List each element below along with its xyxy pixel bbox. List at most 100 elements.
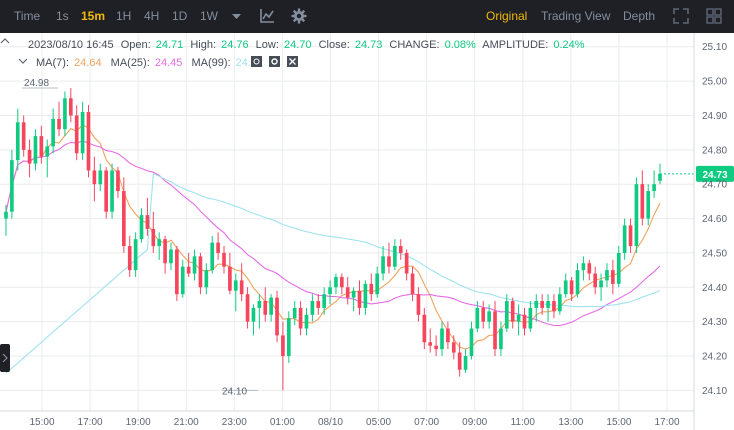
legend-high-value: 24.76 <box>221 39 249 51</box>
candle-up <box>440 328 444 350</box>
collapse-legend-icon[interactable] <box>0 38 10 44</box>
candle-down <box>587 263 592 274</box>
x-tick-label: 17:00 <box>78 417 103 428</box>
candle-up <box>4 211 8 219</box>
chart-type-depth[interactable]: Depth <box>623 9 656 23</box>
candle-down <box>569 280 574 295</box>
expand-arrow-icon[interactable] <box>2 353 8 363</box>
candle-up <box>563 280 568 295</box>
candle-down <box>416 294 421 315</box>
x-tick-label: 01:00 <box>270 417 295 428</box>
candlestick-chart[interactable]: 24.98 24.10 24.73 25.10 25.00 24.90 24.80 24.7… <box>0 33 734 430</box>
candle-up <box>616 252 621 284</box>
candle-up <box>581 263 586 271</box>
candle-up <box>634 184 639 247</box>
ma-settings-icon[interactable] <box>269 56 280 67</box>
ma-legend: MA(7): 24.64 MA(25): 24.45 MA(99): 24.42 <box>18 56 298 69</box>
x-tick-label: 21:00 <box>174 417 199 428</box>
time-label[interactable]: Time <box>14 9 41 23</box>
legend-low-value: 24.70 <box>284 39 312 51</box>
settings-icon[interactable] <box>291 8 307 24</box>
candle-up <box>499 328 503 350</box>
ma25-label: MA(25): <box>111 57 150 69</box>
legend-low-label: Low: <box>256 39 279 51</box>
dropdown-caret-icon[interactable] <box>231 11 242 22</box>
candle-down <box>640 184 645 219</box>
candle-up <box>334 276 338 288</box>
candle-up <box>15 122 20 161</box>
interval-1w[interactable]: 1W <box>200 9 218 23</box>
interval-15m[interactable]: 15m <box>81 9 106 23</box>
chart-grid <box>0 33 694 411</box>
candle-up <box>622 225 627 253</box>
high-marker-label: 24.98 <box>24 78 49 89</box>
side-panel-handle[interactable] <box>0 344 10 372</box>
interval-1h[interactable]: 1H <box>116 9 132 23</box>
candle-up <box>192 256 197 274</box>
candle-up <box>51 118 55 147</box>
legend-close-label: Close: <box>319 39 350 51</box>
x-tick-label: 13:00 <box>558 417 583 428</box>
legend-open-value: 24.71 <box>156 39 184 51</box>
x-tick-label: 19:00 <box>126 417 151 428</box>
candle-down <box>263 301 268 315</box>
ma7-line <box>5 124 661 350</box>
candle-up <box>45 146 50 157</box>
chart-type-original[interactable]: Original <box>486 9 528 23</box>
candle-up <box>310 301 315 315</box>
candle-down <box>540 301 544 308</box>
y-tick-label: 24.20 <box>702 352 727 363</box>
y-tick-label: 24.70 <box>702 180 727 191</box>
candle-up <box>98 170 103 185</box>
candle-down <box>104 170 108 212</box>
legend-change-label: CHANGE: <box>389 39 439 51</box>
candle-down <box>298 307 303 329</box>
chart-type-trading-view[interactable]: Trading View <box>541 9 611 23</box>
fullscreen-icon[interactable] <box>673 8 689 24</box>
interval-1d[interactable]: 1D <box>172 9 188 23</box>
ma99-line <box>5 173 661 374</box>
candle-up <box>328 287 332 295</box>
candle-down <box>410 273 415 295</box>
candle-down <box>198 256 203 288</box>
ma25-value: 24.45 <box>155 57 183 69</box>
candle-up <box>469 328 474 357</box>
interval-1s[interactable]: 1s <box>56 9 69 23</box>
candle-down <box>628 225 633 247</box>
svg-text:MA(7): 24.64 M: MA(7): 24.64 MA(25): 24.45 MA(99): 24.42 <box>36 57 263 69</box>
candle-up <box>381 256 385 274</box>
x-tick-label: 23:00 <box>222 417 247 428</box>
candle-up <box>133 239 138 271</box>
candle-up <box>463 356 468 370</box>
candle-down <box>68 98 73 116</box>
candle-up <box>363 283 368 308</box>
legend-amplitude-label: AMPLITUDE: <box>482 39 548 51</box>
candle-down <box>316 301 321 308</box>
candle-down <box>446 328 450 343</box>
grid-layout-icon[interactable] <box>706 8 722 24</box>
interval-4h[interactable]: 4H <box>144 9 160 23</box>
candle-up <box>257 301 262 308</box>
ma25-line <box>5 140 661 327</box>
candle-down <box>86 112 91 171</box>
candle-down <box>245 294 250 322</box>
x-tick-label: 15:00 <box>29 417 54 428</box>
price-axes: 25.10 25.00 24.90 24.80 24.70 24.60 24.50 24.40… <box>0 33 727 430</box>
candle-down <box>74 115 79 154</box>
indicator-icon[interactable] <box>259 8 275 24</box>
y-tick-label: 24.40 <box>702 283 727 294</box>
candle-down <box>593 273 598 288</box>
candle-up <box>157 239 162 247</box>
candle-up <box>504 301 509 329</box>
candle-down <box>340 276 344 288</box>
y-tick-label: 24.80 <box>702 145 727 156</box>
ma-visibility-icon[interactable] <box>251 56 262 67</box>
candle-up <box>286 318 291 357</box>
candle-up <box>393 246 397 267</box>
candle-down <box>404 252 409 274</box>
candle-down <box>151 228 156 247</box>
candle-up <box>658 173 662 181</box>
candle-up <box>63 98 67 130</box>
candle-down <box>369 283 374 295</box>
collapse-ma-legend-icon[interactable] <box>18 58 28 64</box>
